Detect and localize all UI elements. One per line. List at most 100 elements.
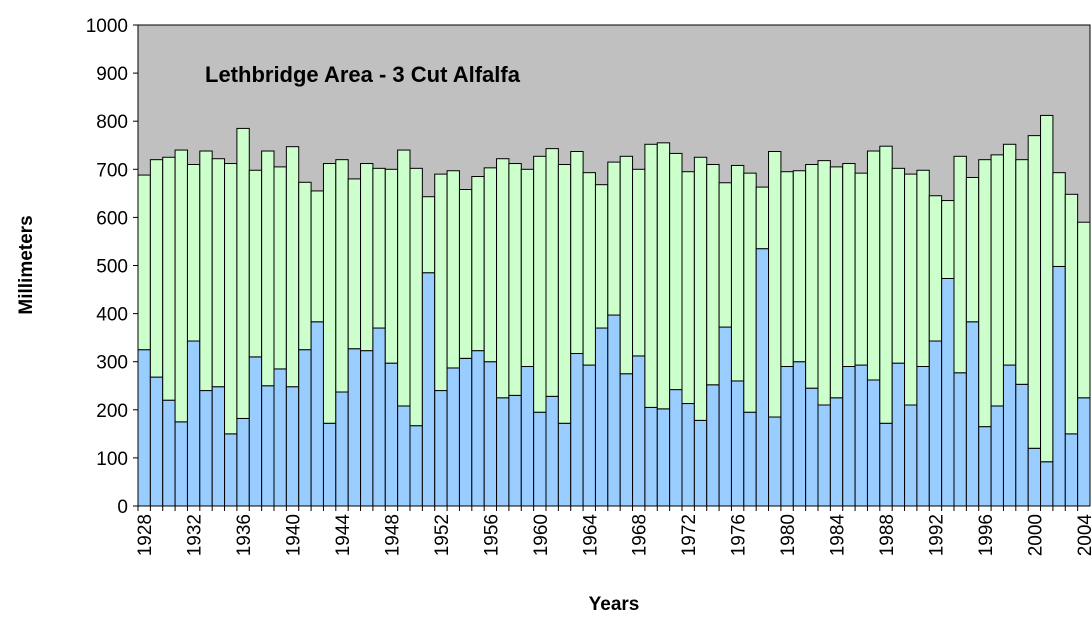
bar-segment xyxy=(347,178,362,350)
x-tick-label: 1980 xyxy=(778,514,799,556)
bar-segment xyxy=(298,349,312,507)
y-tick-label: 0 xyxy=(117,497,128,518)
bar-segment xyxy=(471,176,485,352)
bar-segment xyxy=(706,384,720,507)
bar-segment xyxy=(285,386,300,507)
bar-segment xyxy=(496,397,510,507)
bar-segment xyxy=(681,403,695,507)
bar-segment xyxy=(248,356,263,507)
y-tick-label: 500 xyxy=(96,257,128,278)
bar-segment xyxy=(817,160,831,406)
bar-segment xyxy=(446,170,460,369)
bar-segment xyxy=(557,163,572,424)
bar-segment xyxy=(990,405,1004,507)
bar-segment xyxy=(310,190,324,323)
bar-segment xyxy=(137,349,151,507)
bar-segment xyxy=(174,421,188,507)
bar-segment xyxy=(1077,221,1091,399)
bar-segment xyxy=(854,172,868,366)
x-tick-label: 1976 xyxy=(729,514,750,556)
bar-segment xyxy=(644,143,658,408)
bar-segment xyxy=(186,340,201,507)
bar-segment xyxy=(928,340,943,507)
bar-segment xyxy=(273,166,287,370)
bar-segment xyxy=(1027,447,1042,507)
bar-segment xyxy=(1064,433,1079,507)
bar-segment xyxy=(953,155,967,374)
x-tick-label: 1960 xyxy=(531,514,552,556)
bar-segment xyxy=(743,172,757,413)
bar-segment xyxy=(224,433,238,507)
bar-segment xyxy=(434,173,448,392)
bar-segment xyxy=(162,156,176,401)
bar-segment xyxy=(211,386,226,507)
bar-segment xyxy=(879,145,893,424)
bar-segment xyxy=(891,167,906,364)
bar-segment xyxy=(594,184,609,329)
y-axis-label: Millimeters xyxy=(16,215,37,314)
bar-segment xyxy=(458,189,473,359)
bar-segment xyxy=(792,170,807,363)
bar-segment xyxy=(768,151,782,418)
bar-segment xyxy=(1040,461,1054,507)
bar-segment xyxy=(953,372,967,507)
y-tick-label: 300 xyxy=(96,353,128,374)
x-tick-label: 1940 xyxy=(284,514,305,556)
x-axis-label: Years xyxy=(589,594,640,615)
bar-segment xyxy=(730,380,745,507)
x-tick-label: 1992 xyxy=(926,514,947,556)
bar-segment xyxy=(780,366,794,507)
bar-segment xyxy=(483,361,498,507)
y-tick-label: 1000 xyxy=(86,16,128,37)
x-tick-label: 1972 xyxy=(679,514,700,556)
bar-segment xyxy=(941,200,955,279)
bar-segment xyxy=(693,419,708,507)
bar-segment xyxy=(335,391,349,507)
x-tick-label: 1964 xyxy=(580,514,601,557)
y-tick-label: 200 xyxy=(96,401,128,422)
bar-segment xyxy=(520,366,535,507)
bar-segment xyxy=(261,385,275,507)
bar-segment xyxy=(162,399,176,507)
bar-segment xyxy=(730,164,745,382)
bar-segment xyxy=(965,321,980,507)
bar-segment xyxy=(582,364,596,507)
bar-segment xyxy=(360,163,374,352)
bar-segment xyxy=(508,163,522,396)
bar-segment xyxy=(298,181,312,351)
x-tick-label: 1944 xyxy=(333,514,354,557)
bar-segment xyxy=(545,395,559,507)
bar-segment xyxy=(384,362,399,507)
bar-segment xyxy=(434,390,448,507)
x-tick-label: 1956 xyxy=(481,514,502,556)
bar-segment xyxy=(693,156,708,421)
bar-segment xyxy=(199,390,213,507)
x-tick-label: 1928 xyxy=(135,514,156,556)
bar-segment xyxy=(236,127,250,419)
bar-segment xyxy=(842,366,856,507)
bar-segment xyxy=(718,326,732,507)
bar-segment xyxy=(582,172,596,366)
bar-segment xyxy=(768,416,782,507)
bar-segment xyxy=(322,422,337,507)
x-tick-label: 1932 xyxy=(185,514,206,556)
bar-segment xyxy=(409,167,423,427)
bar-segment xyxy=(718,182,732,328)
bar-segment xyxy=(360,350,374,507)
bar-segment xyxy=(805,163,819,389)
y-tick-label: 600 xyxy=(96,208,128,229)
bar-segment xyxy=(607,314,621,507)
bar-segment xyxy=(1015,383,1029,507)
x-tick-label: 1968 xyxy=(630,514,651,556)
bar-segment xyxy=(632,168,646,357)
bar-segment xyxy=(421,196,436,274)
bar-segment xyxy=(978,159,992,428)
chart-title: Lethbridge Area - 3 Cut Alfalfa xyxy=(205,62,521,87)
bar-segment xyxy=(557,422,572,507)
bar-segment xyxy=(458,357,473,507)
bar-segment xyxy=(669,152,683,391)
bar-segment xyxy=(619,155,634,375)
bar-segment xyxy=(372,167,386,329)
bar-segment xyxy=(829,166,844,399)
